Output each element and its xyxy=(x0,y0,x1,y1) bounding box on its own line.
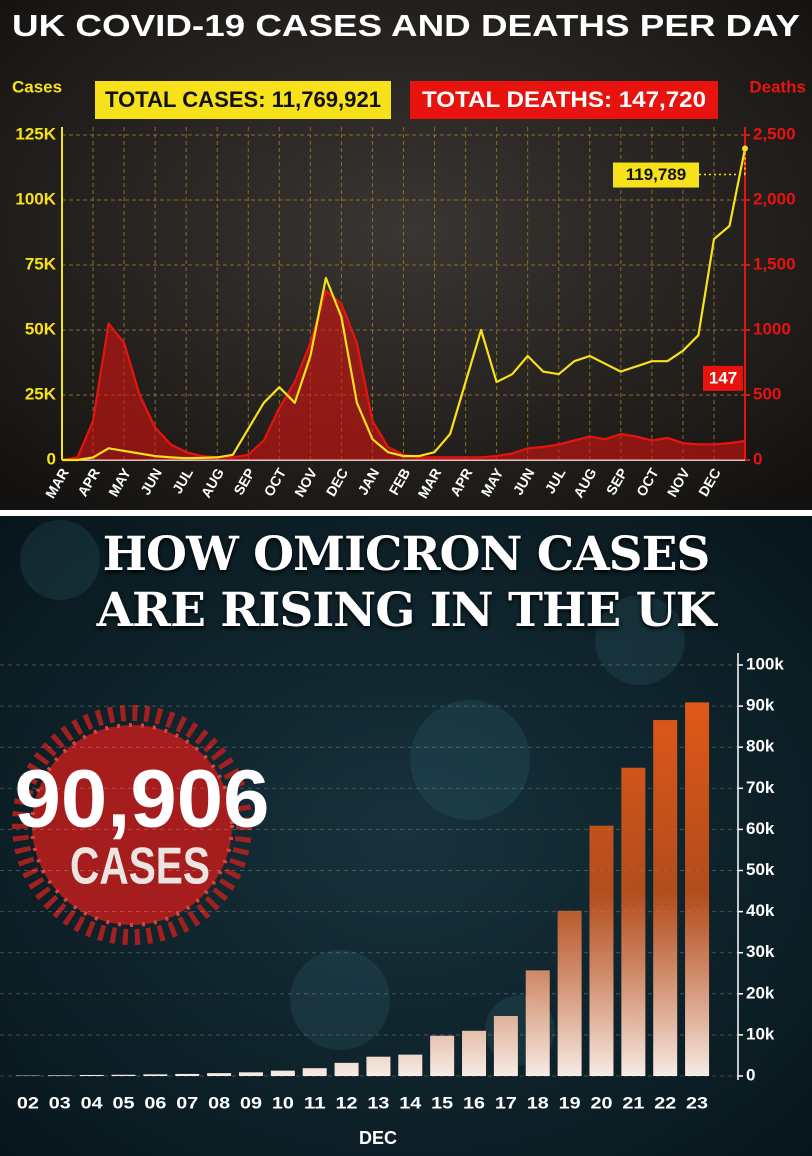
y-tick-label: 60k xyxy=(746,819,775,838)
line xyxy=(61,289,746,462)
x-tick-label: 20 xyxy=(590,1093,612,1112)
x-tick-label: 08 xyxy=(208,1093,230,1112)
x-tick-label: 14 xyxy=(399,1093,422,1112)
bar xyxy=(334,1062,359,1076)
y-tick-label: 10k xyxy=(746,1024,775,1043)
x-tick-label: 09 xyxy=(240,1093,262,1112)
total-deaths: TOTAL DEATHS: 147,720 xyxy=(422,87,706,112)
y-axis-label: Cases xyxy=(12,77,62,96)
y-tick-label: 80k xyxy=(746,737,775,756)
y2-tick-label: 1000 xyxy=(753,319,791,338)
total-deaths-box xyxy=(410,81,718,119)
y2-tick-label: 1,500 xyxy=(753,254,796,273)
bar xyxy=(493,1015,518,1076)
x-tick-label: 07 xyxy=(176,1093,198,1112)
y2-tick-label: 500 xyxy=(753,384,781,403)
y-tick-label: 125K xyxy=(15,124,56,143)
x-tick-label: 22 xyxy=(654,1093,676,1112)
x-tick-label: 02 xyxy=(17,1093,39,1112)
bar xyxy=(207,1073,232,1076)
area xyxy=(62,291,745,460)
y-tick-label: 20k xyxy=(746,983,775,1002)
y-tick-label: 90k xyxy=(746,696,775,715)
bar xyxy=(557,910,582,1076)
x-tick-label: 06 xyxy=(144,1093,166,1112)
x-tick-label: 05 xyxy=(113,1093,135,1112)
line xyxy=(62,148,747,462)
bar xyxy=(270,1070,295,1076)
y-tick-label: 25K xyxy=(25,384,57,403)
x-tick-label: 04 xyxy=(81,1093,104,1112)
y-tick-label: 100K xyxy=(15,189,56,208)
chart-title: UK COVID-19 CASES AND DEATHS PER DAY xyxy=(12,8,800,43)
bar xyxy=(685,702,710,1076)
x-tick-label: 12 xyxy=(336,1093,358,1112)
x-tick-label: 19 xyxy=(559,1093,581,1112)
bar xyxy=(111,1074,136,1076)
plot: 0 10k 20k 30k 40k 50k 60k 70k 80k 90k 100k 02 03 04 05… xyxy=(0,653,784,1112)
data-label: 119,789 xyxy=(626,165,687,184)
bar xyxy=(653,720,678,1076)
x-tick-label: 16 xyxy=(463,1093,485,1112)
y2-tick-label: 0 xyxy=(753,449,762,468)
label-box xyxy=(703,365,743,391)
x-tick-label: 11 xyxy=(304,1093,326,1112)
virus-illustration xyxy=(12,705,252,945)
x-tick-label: 10 xyxy=(272,1093,294,1112)
total-cases-box xyxy=(95,81,391,119)
bar xyxy=(366,1056,391,1076)
y-tick-label: 70k xyxy=(746,778,775,797)
x-tick-label: 18 xyxy=(527,1093,549,1112)
x-tick-label: 17 xyxy=(495,1093,517,1112)
label-box xyxy=(613,162,699,188)
y-tick-label: 75K xyxy=(25,254,57,273)
bar xyxy=(238,1072,263,1076)
highlight-number: 90,906 xyxy=(15,754,270,845)
bar xyxy=(398,1054,423,1076)
y-tick-label: 50K xyxy=(25,319,57,338)
bar xyxy=(462,1030,487,1076)
y-tick-label: 0 xyxy=(47,449,56,468)
bar xyxy=(175,1073,200,1076)
y-tick-label: 0 xyxy=(746,1065,755,1084)
bar xyxy=(525,970,550,1076)
divider xyxy=(0,510,812,516)
bar xyxy=(589,825,614,1076)
total-cases: TOTAL CASES: 11,769,921 xyxy=(105,87,381,112)
x-axis-label: DEC xyxy=(359,1128,397,1148)
y2-axis-label: Deaths xyxy=(749,77,806,96)
highlight-caption: CASES xyxy=(70,838,210,896)
y-tick-label: 40k xyxy=(746,901,775,920)
y-tick-label: 30k xyxy=(746,942,775,961)
bar xyxy=(430,1035,455,1076)
bar xyxy=(47,1075,72,1076)
x-tick-label: 21 xyxy=(622,1093,644,1112)
bar xyxy=(79,1074,104,1076)
data-label: 147 xyxy=(709,368,737,387)
x-tick-label: 23 xyxy=(686,1093,708,1112)
y-tick-label: 50k xyxy=(746,860,775,879)
y-tick-label: 100k xyxy=(746,654,784,673)
x-tick-label: 03 xyxy=(49,1093,71,1112)
bar xyxy=(143,1074,168,1076)
y2-tick-label: 2,000 xyxy=(753,189,796,208)
chart-title: HOW OMICRON CASES ARE RISING IN THE UK xyxy=(96,527,717,638)
y2-tick-label: 2,500 xyxy=(753,124,796,143)
bar xyxy=(302,1068,327,1076)
x-tick-label: 13 xyxy=(367,1093,389,1112)
bar xyxy=(621,767,646,1076)
x-tick-label: 15 xyxy=(431,1093,453,1112)
